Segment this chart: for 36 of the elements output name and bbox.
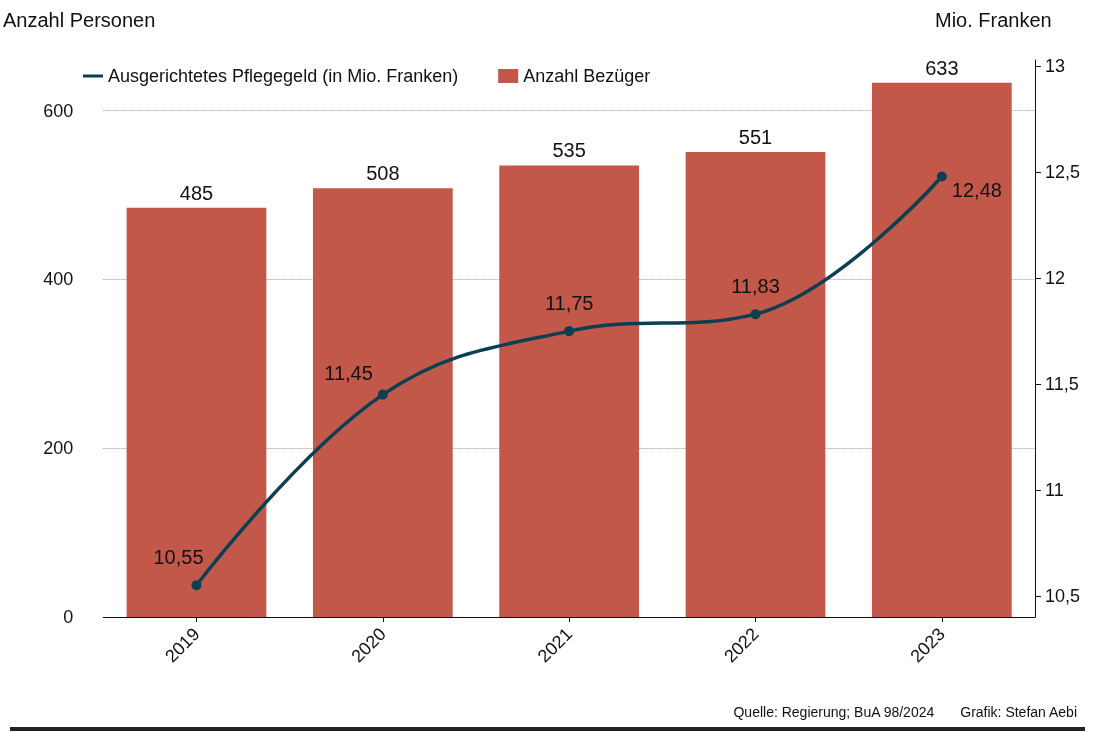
- data-label: 485: [179, 181, 214, 204]
- point: [750, 309, 761, 320]
- point: [936, 171, 947, 182]
- data-label: 508: [366, 162, 400, 185]
- y2-tick-label: 10,5: [1045, 585, 1081, 606]
- data-label: 10,55: [153, 546, 204, 569]
- y2-tick-label: 11,5: [1045, 374, 1079, 395]
- point: [377, 389, 388, 400]
- y-axis-title: Anzahl Personen: [3, 9, 156, 31]
- bar: [312, 188, 453, 617]
- bar: [685, 151, 826, 617]
- data-label: 11,83: [731, 275, 780, 298]
- y-tick-label: 200: [43, 438, 74, 459]
- data-label: 551: [738, 125, 773, 148]
- y-tick-label: 0: [63, 607, 74, 627]
- bar: [499, 165, 640, 617]
- text: Grafik: Stefan Aebi: [960, 704, 1077, 720]
- y2-tick-label: 12: [1045, 268, 1066, 289]
- bar: [871, 82, 1012, 617]
- y-tick-label: 600: [43, 100, 74, 121]
- y2-tick-label: 12,5: [1045, 162, 1081, 183]
- legend-label: Anzahl Bezüger: [523, 66, 651, 86]
- point: [191, 580, 202, 591]
- legend-label: Ausgerichtetes Pflegegeld (in Mio. Franken): [108, 66, 459, 86]
- bar: [126, 207, 267, 617]
- y2-tick-label: 13: [1045, 56, 1066, 77]
- data-label: 633: [925, 56, 959, 79]
- y2-axis-title: Mio. Franken: [935, 9, 1052, 31]
- point: [564, 326, 575, 337]
- data-label: 535: [552, 139, 586, 162]
- data-label: 11,45: [324, 361, 373, 384]
- y2-tick-label: 11: [1045, 479, 1064, 500]
- y-tick-label: 400: [43, 269, 74, 290]
- data-label: 11,75: [544, 292, 594, 315]
- source-note: Quelle: Regierung; BuA 98/2024: [733, 704, 935, 720]
- data-label: 12,48: [951, 179, 1002, 202]
